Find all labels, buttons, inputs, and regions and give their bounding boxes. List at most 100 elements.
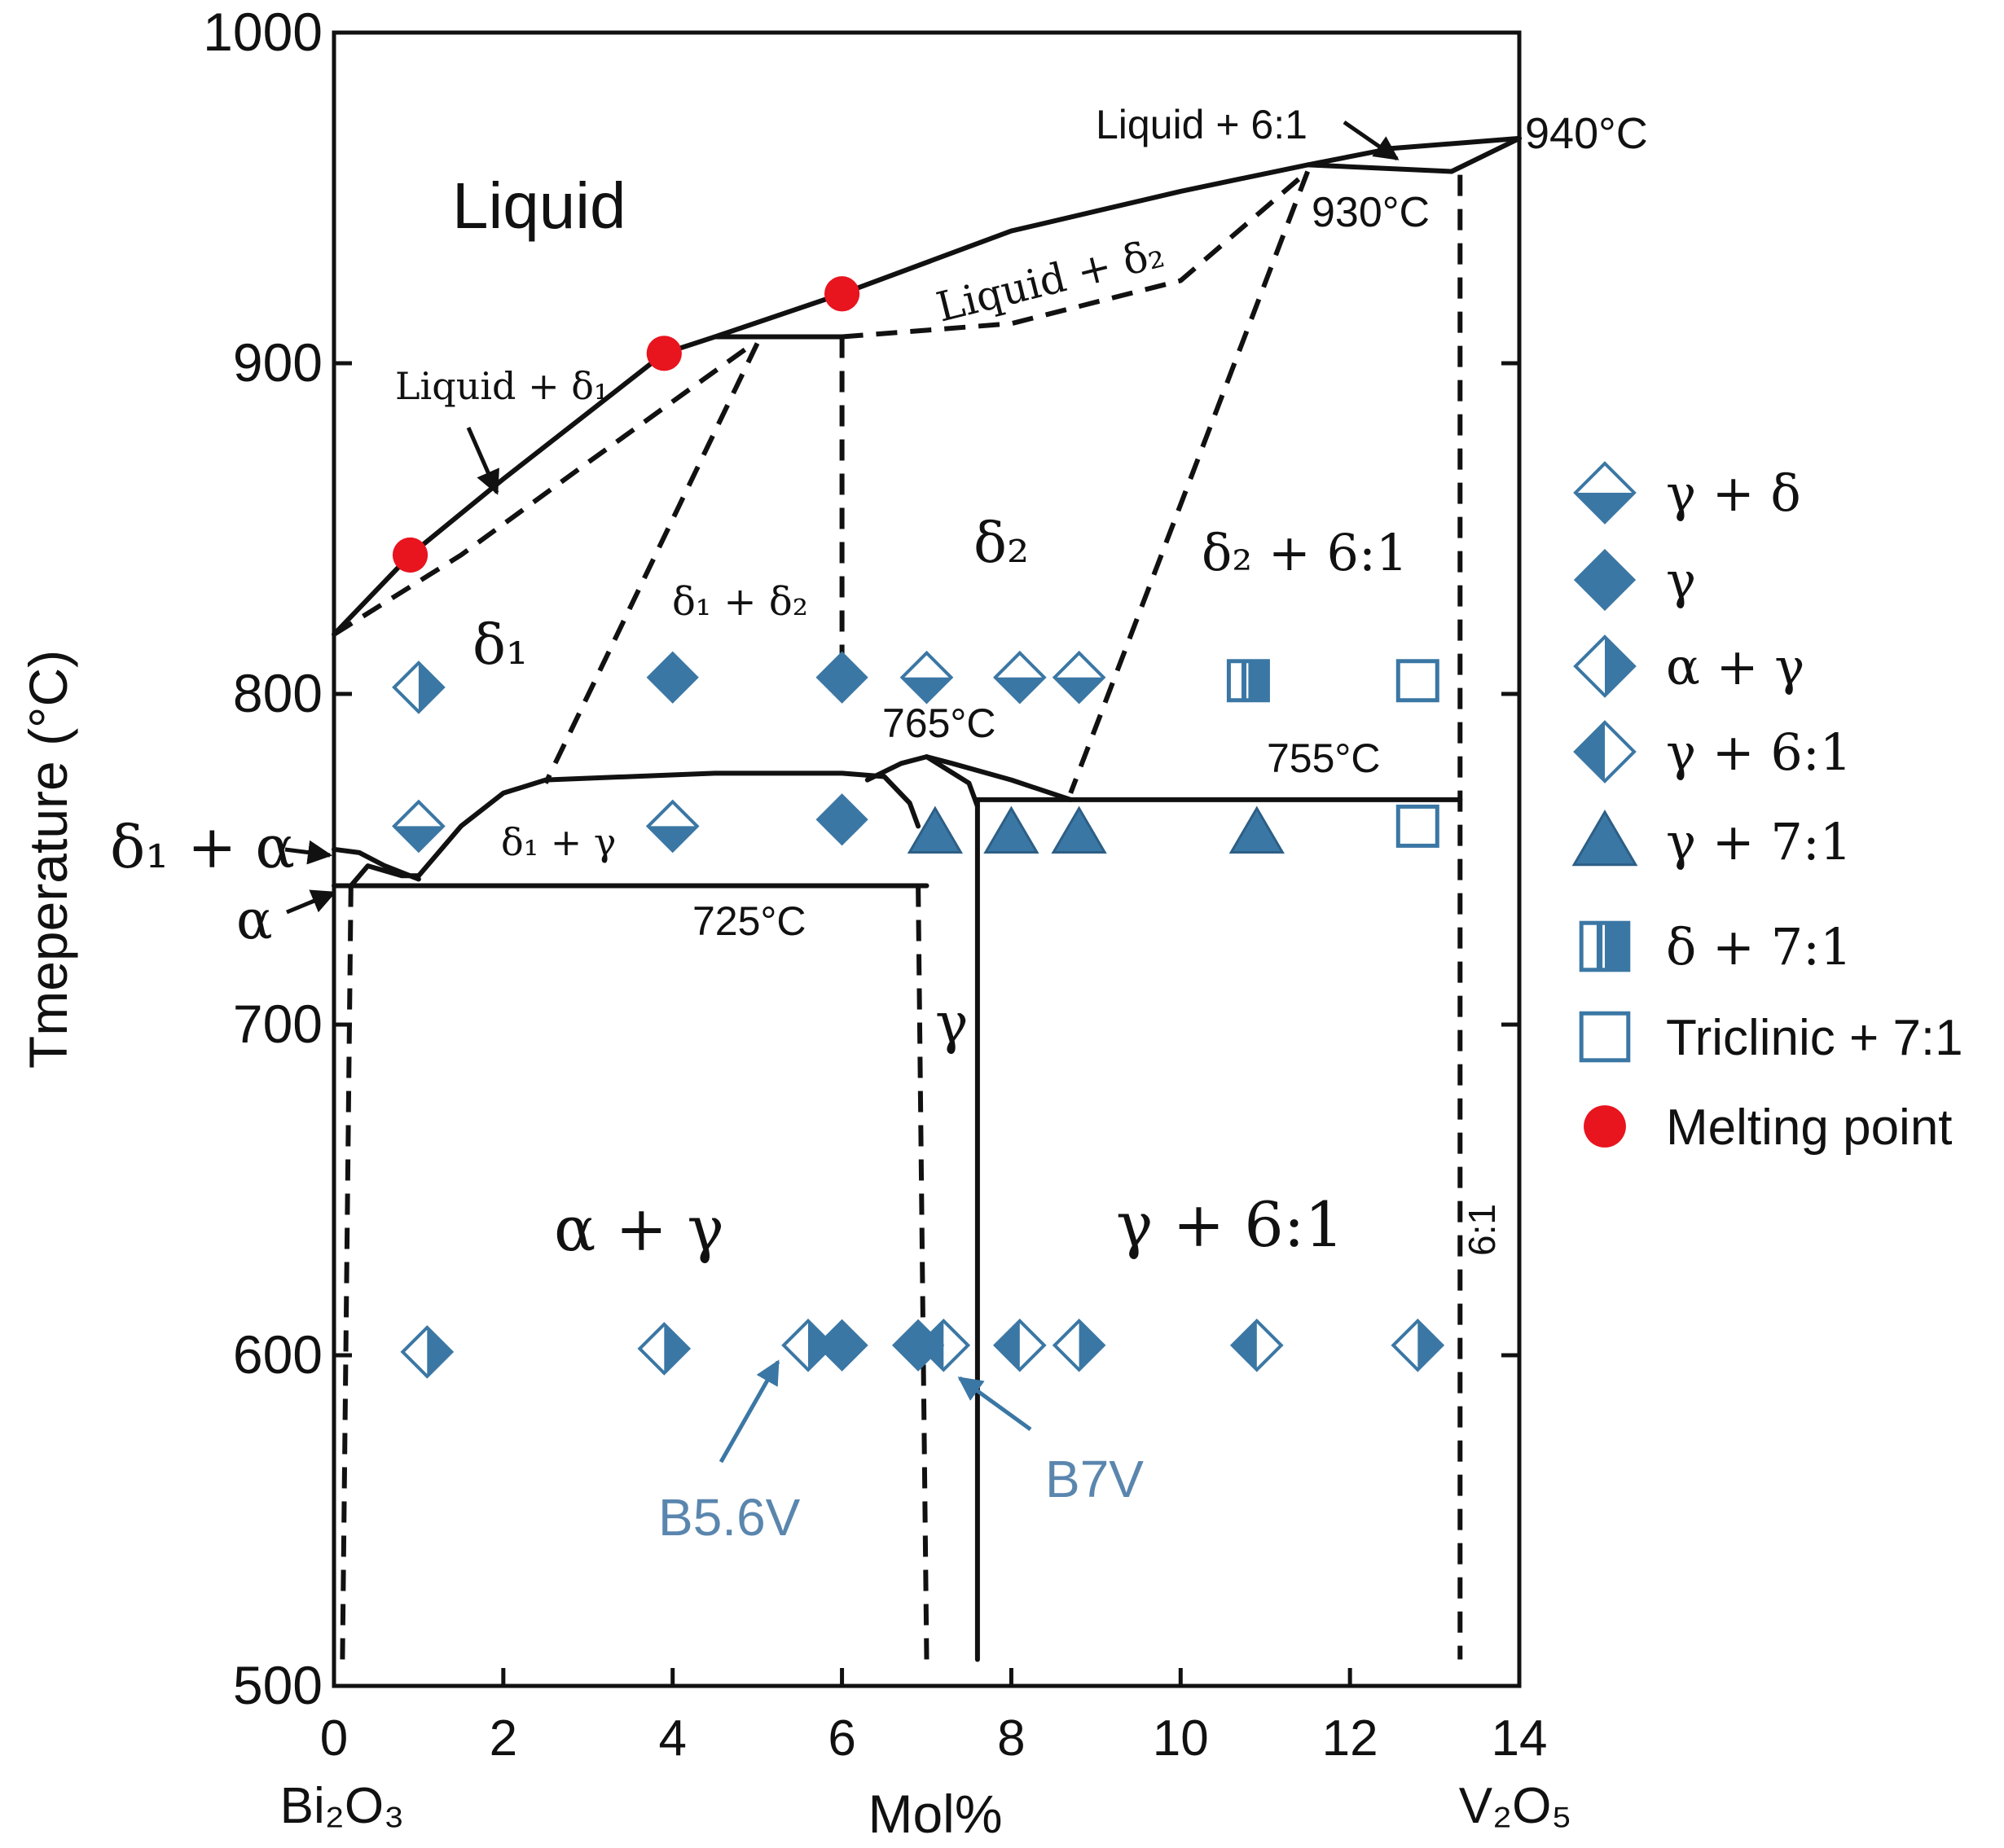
legend-label-1: γ xyxy=(1666,551,1696,610)
region-label-delta1-alpha: δ₁ + α xyxy=(110,813,295,881)
legend-marker-0 xyxy=(1573,461,1637,525)
y-tick-label: 600 xyxy=(233,1324,323,1385)
annotation-b7v: B7V xyxy=(1045,1450,1144,1508)
marker-square-open-triclinic-7-1 xyxy=(1395,804,1439,848)
region-label-delta2: δ₂ xyxy=(973,511,1029,576)
axis-ticks: 0 2 4 6 8 10 12 14 500 600 700 800 900 1000 xyxy=(203,2,1547,1767)
marker-square-half--7-1 xyxy=(1226,659,1270,703)
marker-diamond-left-white-- xyxy=(1391,1318,1445,1372)
marker-circle-red-melting-point xyxy=(646,336,682,371)
phase-boundary-solid-13 xyxy=(924,754,980,809)
legend-label-6: Triclinic + 7:1 xyxy=(1666,1010,1963,1066)
region-label-liquid-delta1: Liquid + δ₁ xyxy=(395,364,609,408)
region-label-gamma: γ xyxy=(935,992,969,1056)
arrow-delta1-alpha xyxy=(284,840,332,865)
region-label-alpha: α xyxy=(236,889,273,951)
marker-circle-red-melting-point xyxy=(824,276,860,312)
phase-boundary-solid-12 xyxy=(864,754,1074,802)
x-end-label-right: V₂O₅ xyxy=(1459,1778,1572,1834)
phase-boundary-dashed-4 xyxy=(842,169,1310,340)
arrow-alpha xyxy=(286,889,336,915)
legend-marker-2 xyxy=(1573,634,1637,698)
marker-diamond-left-white-- xyxy=(392,661,446,714)
x-axis-label: Mol% xyxy=(868,1784,1002,1844)
marker-diamond-filled-- xyxy=(815,793,868,846)
marker-diamond-right-white--6-1 xyxy=(916,1318,971,1372)
region-label-gamma-61: γ + 6:1 xyxy=(1116,1188,1344,1261)
region-label-delta2-61: δ₂ + 6:1 xyxy=(1202,523,1408,582)
marker-diamond-right-white--6-1 xyxy=(992,1318,1047,1372)
region-label-liquid-61: Liquid + 6:1 xyxy=(1096,102,1307,147)
marker-diamond-top-white-- xyxy=(392,799,446,854)
phase-boundary-dashed-7 xyxy=(1068,170,1311,794)
x-tick-label: 12 xyxy=(1322,1710,1378,1767)
phase-boundary-dashed-6 xyxy=(543,342,760,784)
marker-diamond-top-white-- xyxy=(992,650,1047,705)
legend-marker-1 xyxy=(1573,548,1637,612)
phase-boundary-dashed-9 xyxy=(340,885,354,1660)
x-tick-label: 10 xyxy=(1153,1710,1209,1767)
x-tick-label: 2 xyxy=(490,1710,517,1767)
phase-boundaries xyxy=(332,135,1522,1662)
marker-diamond-right-white--6-1 xyxy=(1229,1318,1284,1372)
arrow-b7v xyxy=(957,1376,1032,1432)
temp-label-940: 940°C xyxy=(1525,109,1648,158)
y-tick-label: 900 xyxy=(233,332,323,393)
data-markers xyxy=(392,276,1445,1379)
region-label-61-vertical: 6:1 xyxy=(1461,1204,1503,1256)
marker-diamond-top-white-- xyxy=(645,799,700,854)
legend-marker-7 xyxy=(1584,1105,1626,1148)
marker-triangle--7-1 xyxy=(907,805,964,854)
arrow-b56v xyxy=(719,1359,780,1464)
legend-marker-4 xyxy=(1571,810,1638,867)
marker-triangle--7-1 xyxy=(1051,805,1107,854)
legend-label-5: δ + 7:1 xyxy=(1666,917,1852,977)
legend-marker-5 xyxy=(1579,920,1631,972)
phase-boundary-solid-2 xyxy=(1305,135,1522,174)
marker-diamond-left-white-- xyxy=(1052,1318,1106,1372)
y-tick-label: 500 xyxy=(233,1655,323,1715)
marker-diamond-top-white-- xyxy=(899,650,954,705)
x-tick-label: 14 xyxy=(1492,1710,1548,1767)
y-axis-label: Tmeperature (°C) xyxy=(18,650,78,1069)
x-tick-label: 6 xyxy=(828,1710,855,1767)
temp-label-755: 755°C xyxy=(1267,735,1381,781)
phase-boundary-dashed-10 xyxy=(916,885,929,1660)
marker-circle-red-melting-point xyxy=(392,537,428,573)
legend-label-3: γ + 6:1 xyxy=(1666,722,1852,782)
y-tick-label: 1000 xyxy=(203,2,323,62)
region-label-alpha-gamma: α + γ xyxy=(554,1192,724,1265)
marker-diamond-left-white-- xyxy=(781,1318,835,1372)
region-label-liquid: Liquid xyxy=(452,169,626,242)
plot-frame xyxy=(332,30,1522,1688)
y-tick-label: 800 xyxy=(233,663,323,723)
marker-triangle--7-1 xyxy=(1228,805,1285,854)
region-label-delta1-delta2: δ₁ + δ₂ xyxy=(672,579,808,625)
x-tick-label: 8 xyxy=(997,1710,1025,1767)
legend-label-2: α + γ xyxy=(1666,637,1804,696)
temp-label-930: 930°C xyxy=(1312,189,1430,236)
region-label-delta1-gamma: δ₁ + γ xyxy=(501,820,616,864)
x-end-label-left: Bi₂O₃ xyxy=(280,1778,405,1834)
marker-diamond-left-white-- xyxy=(400,1325,455,1379)
legend-label-7: Melting point xyxy=(1666,1100,1953,1156)
temp-label-765: 765°C xyxy=(882,700,996,746)
temp-label-725: 725°C xyxy=(692,898,806,944)
arrow-liquid-61 xyxy=(1343,120,1400,161)
annotation-b56v: B5.6V xyxy=(658,1488,801,1547)
marker-triangle--7-1 xyxy=(983,805,1039,854)
legend-label-4: γ + 7:1 xyxy=(1666,812,1852,871)
phase-boundary-solid-11 xyxy=(415,770,921,879)
phase-boundary-solid-18 xyxy=(332,846,421,882)
phase-boundary-dashed-3 xyxy=(332,345,751,637)
x-tick-label: 0 xyxy=(320,1710,348,1767)
marker-diamond-filled-- xyxy=(646,651,699,704)
region-label-delta1: δ₁ xyxy=(472,613,528,678)
legend-marker-3 xyxy=(1573,720,1637,784)
marker-diamond-left-white-- xyxy=(637,1322,692,1376)
y-tick-label: 700 xyxy=(233,994,323,1054)
legend-marker-6 xyxy=(1579,1011,1631,1063)
marker-square-open-triclinic-7-1 xyxy=(1395,659,1439,703)
arrow-liquid-delta1 xyxy=(466,426,499,495)
